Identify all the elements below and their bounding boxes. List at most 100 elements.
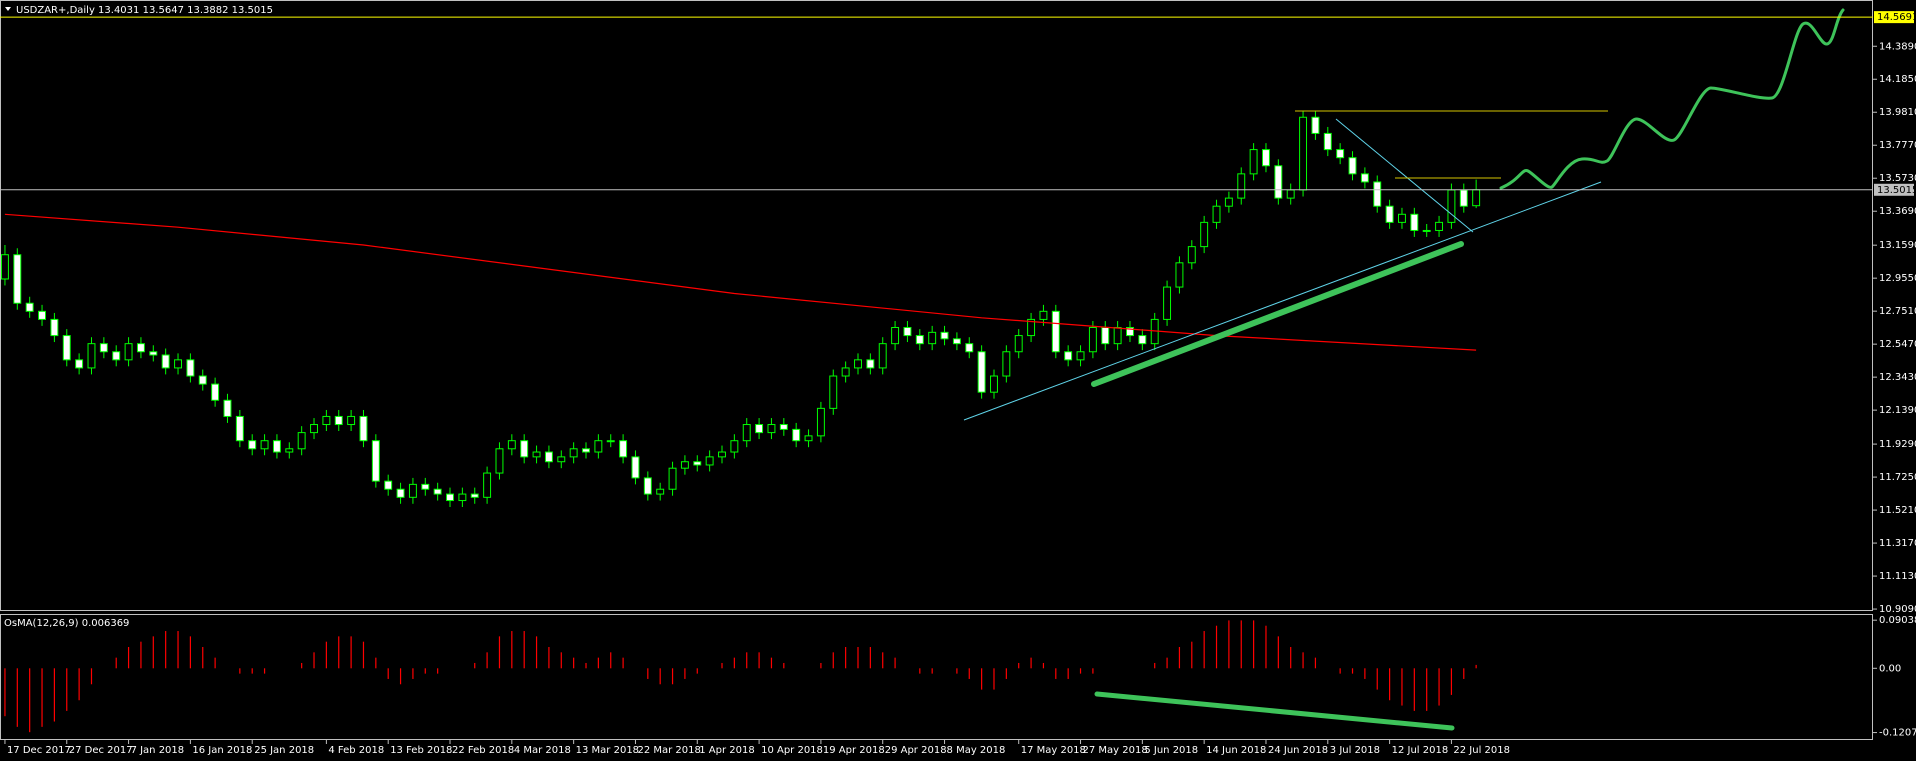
y-tick-label: -0.120721 [1879, 728, 1916, 739]
candle-body [965, 343, 974, 353]
candle-body [656, 488, 665, 495]
candle-body [1435, 221, 1444, 231]
candle-body [767, 424, 776, 434]
y-tick-label: 12.5470 [1879, 339, 1916, 350]
candle-body [866, 359, 875, 369]
candle-body [310, 424, 318, 434]
candle-body [1447, 189, 1456, 223]
y-tick-label: 11.5210 [1879, 505, 1916, 516]
candle-body [470, 493, 479, 498]
candle-body [1422, 229, 1431, 232]
candle-body [25, 302, 34, 312]
candle-body [569, 448, 578, 458]
candle-body [1064, 351, 1073, 361]
x-tick-label: 25 Jan 2018 [254, 745, 314, 756]
y-tick-label: 0.090385 [1879, 615, 1916, 626]
support-highlight [1091, 241, 1464, 387]
candle-body [792, 428, 801, 442]
candle-body [619, 440, 628, 458]
candle-body [186, 359, 195, 377]
candle-body [1472, 189, 1481, 207]
candle-body [408, 483, 417, 498]
candle-body [483, 472, 492, 498]
x-tick-label: 4 Feb 2018 [328, 745, 384, 756]
candle-body [1385, 205, 1394, 223]
y-tick-label: 12.9550 [1879, 273, 1916, 284]
y-tick-label: 13.9810 [1879, 107, 1916, 118]
candle-body [1410, 213, 1419, 231]
candle-body [779, 424, 788, 430]
candle-body [446, 493, 454, 502]
candle-body [1274, 165, 1283, 199]
candle-body [38, 310, 46, 320]
candle-body [705, 456, 714, 466]
candle-body [260, 440, 269, 450]
candle-body [755, 424, 764, 434]
x-tick-label: 8 May 2018 [947, 745, 1006, 756]
y-tick-label: 13.5730 [1879, 173, 1916, 184]
x-tick-label: 5 Jun 2018 [1144, 745, 1198, 756]
x-tick-label: 24 Jun 2018 [1268, 745, 1328, 756]
trendline [963, 181, 1602, 421]
forecast-path [1499, 8, 1845, 190]
candle-body [1212, 205, 1221, 223]
candle-body [1200, 221, 1209, 248]
candle-body [1286, 189, 1295, 199]
candle-body [520, 440, 529, 458]
candle-body [1237, 173, 1246, 199]
candle-body [990, 375, 998, 393]
candle-body [1163, 286, 1172, 320]
candle-body [75, 359, 84, 369]
candle-body [915, 335, 924, 345]
candle-body [1076, 351, 1085, 361]
y-tick-label: 13.1590 [1879, 240, 1916, 251]
candle-body [742, 424, 751, 442]
candle-body [235, 415, 244, 442]
candle-body [1459, 189, 1468, 207]
candle-body [124, 343, 133, 361]
chart-title-group: USDZAR+,Daily 13.4031 13.5647 13.3882 13… [5, 5, 273, 16]
candle-body [1311, 116, 1320, 134]
x-tick-label: 3 Jul 2018 [1330, 745, 1380, 756]
y-tick-label: 10.9090 [1879, 604, 1916, 615]
candle-body [1138, 335, 1147, 345]
candle-body [631, 456, 640, 479]
y-tick-label: 13.3690 [1879, 206, 1916, 217]
candle-body [1014, 335, 1023, 353]
candle-body [1323, 132, 1332, 151]
price-label: 14.5691 [1877, 12, 1916, 23]
y-tick-label: 12.7510 [1879, 306, 1916, 317]
candle-body [174, 359, 182, 369]
y-tick-label: 11.3170 [1879, 538, 1916, 549]
y-tick-label: 13.7770 [1879, 140, 1916, 151]
x-tick-label: 12 Jul 2018 [1392, 745, 1449, 756]
candle-body [582, 448, 590, 453]
x-tick-label: 22 Jul 2018 [1453, 745, 1510, 756]
candle-body [322, 415, 331, 426]
candle-body [248, 440, 257, 450]
candle-body [433, 488, 442, 495]
price-label-box [1874, 11, 1914, 24]
candle-body [532, 451, 541, 458]
candle-body [816, 407, 825, 437]
candle-body [62, 335, 71, 361]
candle-body [198, 375, 207, 385]
candle-body [1051, 310, 1060, 353]
main-panel-frame [0, 0, 1873, 611]
candle-body [1088, 326, 1097, 353]
x-tick-label: 29 Apr 2018 [885, 745, 947, 756]
x-tick-label: 17 Dec 2017 [7, 745, 71, 756]
candle-body [557, 456, 566, 463]
candle-body [1187, 246, 1196, 264]
candle-body [643, 477, 652, 495]
candle-body [50, 318, 59, 337]
y-tick-label: 0.00 [1879, 663, 1901, 674]
candle-body [495, 448, 504, 474]
y-tick-label: 11.9290 [1879, 439, 1916, 450]
candle-body [903, 326, 912, 337]
candle-body [384, 480, 393, 490]
candle-body [891, 326, 900, 345]
candle-body [854, 359, 862, 369]
